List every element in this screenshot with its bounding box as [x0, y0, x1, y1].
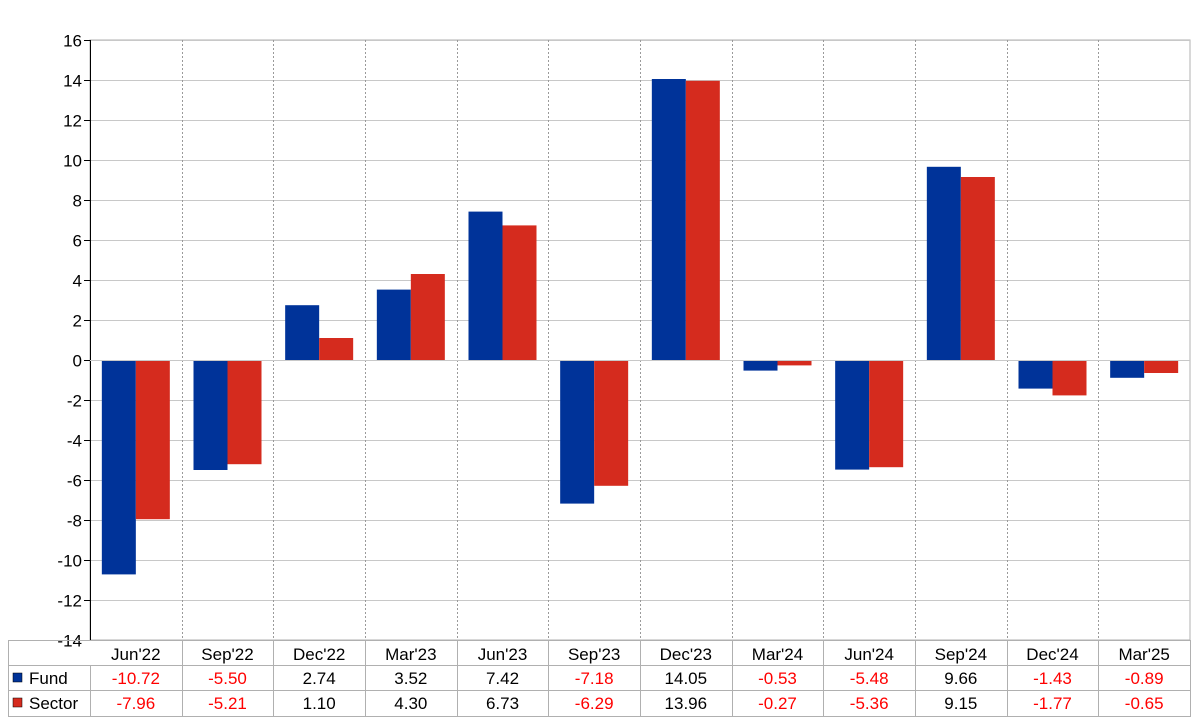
grid: [89, 39, 1191, 641]
bar-sector: [594, 360, 629, 486]
value-cell-sector: 6.73: [486, 694, 519, 713]
y-tick-label: -6: [67, 472, 82, 491]
x-tick-label: Mar'25: [1118, 645, 1169, 664]
bar-sector: [1144, 360, 1179, 373]
value-cell-fund: 14.05: [665, 669, 708, 688]
value-cell-fund: -7.18: [575, 669, 614, 688]
y-tick-label: 2: [73, 312, 82, 331]
bar-fund: [101, 360, 136, 575]
y-tick-label: -12: [57, 592, 82, 611]
bar-sector: [319, 338, 354, 360]
data-table: Jun'22 Sep'22 Dec'22 Mar'23 Jun'23 Sep'23 Dec'…: [8, 640, 1191, 717]
x-tick-label: Jun'22: [111, 645, 161, 664]
legend-swatch-fund: [12, 672, 23, 683]
value-cell-sector: -0.27: [758, 694, 797, 713]
value-cell-sector: -7.96: [116, 694, 155, 713]
value-cell-sector: 13.96: [665, 694, 708, 713]
bar-fund: [1018, 360, 1053, 389]
bar-sector: [1052, 360, 1087, 396]
bar-sector: [410, 274, 445, 360]
bar-fund: [468, 211, 503, 360]
value-cell-sector: -6.29: [575, 694, 614, 713]
y-tick-label: 4: [73, 272, 82, 291]
legend-swatch-sector: [12, 697, 23, 708]
x-tick-label: Jun'23: [478, 645, 528, 664]
x-tick-label: Sep'23: [568, 645, 620, 664]
value-cell-sector: -1.77: [1033, 694, 1072, 713]
bar-sector: [685, 80, 720, 361]
x-tick-label: Dec'24: [1026, 645, 1078, 664]
x-tick-label: Mar'24: [752, 645, 803, 664]
y-tick-label: 10: [63, 152, 82, 171]
bar-fund: [560, 360, 595, 504]
bar-sector: [502, 225, 537, 360]
x-tick-label: Sep'22: [201, 645, 253, 664]
bars: [90, 79, 1190, 575]
bar-fund: [651, 79, 686, 360]
value-cell-fund: -5.50: [208, 669, 247, 688]
y-tick-label: -4: [67, 432, 82, 451]
bar-sector: [777, 360, 812, 366]
y-tick-label: 12: [63, 112, 82, 131]
y-tick-label: 16: [63, 32, 82, 51]
y-tick-label: 0: [73, 352, 82, 371]
bar-sector: [869, 360, 904, 468]
bar-fund: [285, 305, 320, 360]
x-tick-label: Jun'24: [844, 645, 894, 664]
value-cell-sector: -5.36: [850, 694, 889, 713]
y-tick-label: 6: [73, 232, 82, 251]
value-cell-fund: -0.89: [1125, 669, 1164, 688]
x-tick-label: Mar'23: [385, 645, 436, 664]
value-cell-fund: 2.74: [303, 669, 336, 688]
x-tick-label: Sep'24: [935, 645, 987, 664]
value-cell-sector: 1.10: [303, 694, 336, 713]
y-tick-label: 8: [73, 192, 82, 211]
y-tick-label: -8: [67, 512, 82, 531]
y-tick-label: 14: [63, 72, 82, 91]
bar-fund: [835, 360, 870, 470]
value-cell-sector: -5.21: [208, 694, 247, 713]
y-tick-label: -10: [57, 552, 82, 571]
x-tick-label: Dec'23: [660, 645, 712, 664]
value-cell-sector: 4.30: [394, 694, 427, 713]
bar-fund: [926, 166, 961, 360]
y-tick-label: -2: [67, 392, 82, 411]
value-cell-fund: -0.53: [758, 669, 797, 688]
legend-label-sector: Sector: [29, 694, 78, 713]
bar-sector: [135, 360, 170, 520]
bar-fund: [193, 360, 228, 470]
bar-sector: [227, 360, 262, 465]
value-cell-sector: 9.15: [944, 694, 977, 713]
bar-fund: [1110, 360, 1145, 378]
value-cell-fund: -1.43: [1033, 669, 1072, 688]
value-cell-fund: 9.66: [944, 669, 977, 688]
bar-fund: [376, 289, 411, 360]
value-cell-fund: 7.42: [486, 669, 519, 688]
value-cell-fund: -10.72: [112, 669, 160, 688]
value-cell-sector: -0.65: [1125, 694, 1164, 713]
value-cell-fund: -5.48: [850, 669, 889, 688]
table-frame: [8, 640, 1191, 717]
bar-sector: [960, 177, 995, 360]
bar-fund: [743, 360, 778, 371]
value-cell-fund: 3.52: [394, 669, 427, 688]
x-tick-label: Dec'22: [293, 645, 345, 664]
legend-label-fund: Fund: [29, 669, 68, 688]
